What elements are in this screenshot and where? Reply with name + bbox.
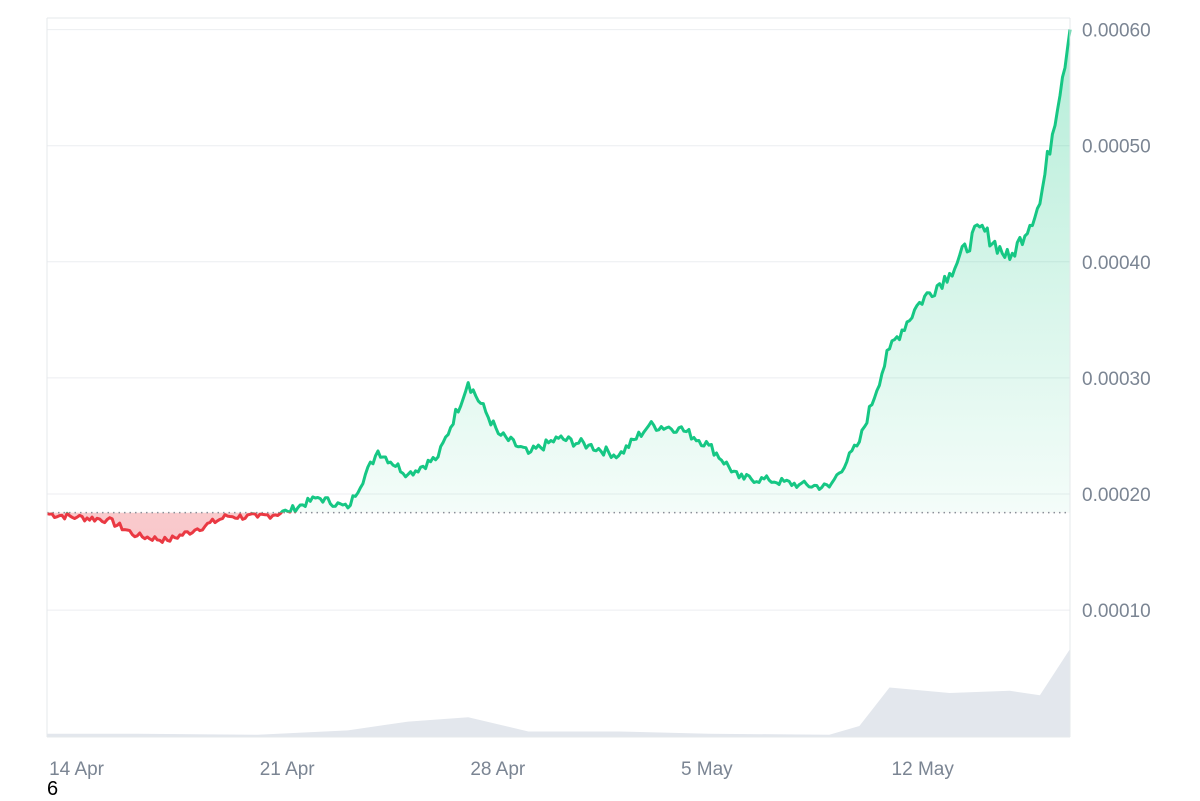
price-line-above-baseline — [47, 29, 1072, 513]
x-tick-label-0: 14 Apr — [49, 759, 105, 780]
y-tick-label-1: 0.00020 — [1082, 485, 1151, 506]
x-tick-label-4: 12 May — [892, 759, 955, 780]
y-tick-label-4: 0.00050 — [1082, 137, 1151, 158]
volume-area — [47, 649, 1070, 737]
y-tick-label-0: 0.00010 — [1082, 601, 1151, 622]
x-tick-label-1: 21 Apr — [260, 759, 316, 780]
grid-lines — [47, 29, 1070, 611]
price-area-below-baseline — [47, 512, 1070, 543]
y-axis-ticks: 0.00010 0.00020 0.00030 0.00040 0.00050 0.000… — [1082, 21, 1151, 622]
x-tick-label-2: 28 Apr — [470, 759, 526, 780]
y-tick-label-2: 0.00030 — [1082, 369, 1151, 390]
price-line-below-baseline — [46, 512, 297, 544]
x-axis-ticks: 14 Apr 21 Apr 28 Apr 5 May 12 May — [49, 759, 954, 780]
y-tick-label-5: 0.00060 — [1082, 21, 1151, 42]
plot-frame — [46, 17, 1071, 738]
x-tick-label-3: 5 May — [681, 759, 733, 780]
footnote-text: 6 — [47, 778, 59, 800]
price-area-above-baseline — [281, 29, 1070, 513]
y-tick-label-3: 0.00040 — [1082, 253, 1151, 274]
